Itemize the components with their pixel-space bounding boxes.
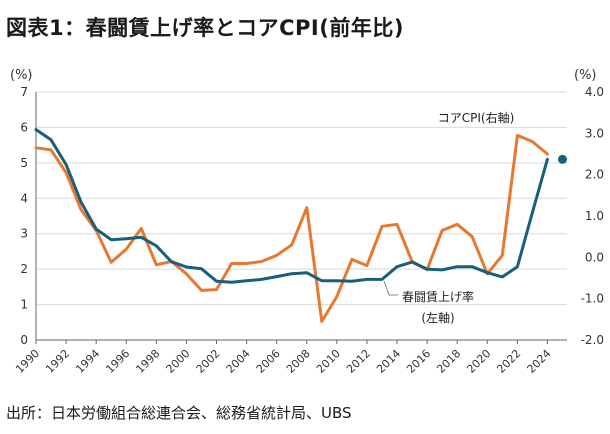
right-tick-label: -2.0 — [581, 333, 604, 347]
series-annotations: コアCPI(右軸) 春闘賃上げ率 (左軸) — [383, 110, 515, 325]
x-tick-label: 2020 — [464, 347, 493, 376]
series-lines — [34, 128, 567, 323]
left-axis-unit: (%) — [10, 68, 33, 83]
wage-label-leader — [383, 280, 398, 296]
x-tick-label: 1996 — [103, 347, 132, 376]
x-tick-label: 2010 — [314, 347, 343, 376]
x-tick-label: 2002 — [194, 347, 223, 376]
left-axis-ticks: 0 1 2 3 4 5 6 7 — [20, 85, 28, 347]
x-tick-label: 1990 — [13, 347, 42, 376]
right-axis-ticks: -2.0 -1.0 0.0 1.0 2.0 3.0 4.0 — [581, 85, 604, 347]
wage-increase-line — [34, 128, 549, 284]
x-tick-label: 1998 — [133, 347, 162, 376]
x-tick-label: 1992 — [43, 347, 72, 376]
dual-axis-line-chart: (%) (%) 0 1 2 3 4 5 6 7 -2.0 -1.0 0.0 1.0 2.0 3.0 4.0… — [10, 68, 604, 376]
left-tick-label: 4 — [20, 191, 28, 205]
right-axis-unit: (%) — [574, 68, 597, 83]
right-tick-label: 4.0 — [585, 85, 604, 99]
x-axis-ticks: 1990 1992 1994 1996 1998 2000 2002 2004 2006 2008… — [13, 347, 553, 376]
left-tick-label: 3 — [20, 227, 28, 241]
axes — [35, 92, 567, 344]
x-tick-label: 2004 — [224, 347, 253, 376]
x-tick-label: 2024 — [525, 347, 554, 376]
left-tick-label: 7 — [20, 85, 28, 99]
chart-title: 図表1：春闘賃上げ率とコアCPI(前年比) — [6, 16, 404, 40]
left-tick-label: 5 — [20, 156, 28, 170]
right-tick-label: 2.0 — [585, 168, 604, 182]
right-tick-label: 1.0 — [585, 209, 604, 223]
left-tick-label: 1 — [20, 298, 28, 312]
left-tick-label: 6 — [20, 120, 28, 134]
right-tick-label: 0.0 — [585, 250, 604, 264]
core-cpi-line — [34, 133, 549, 323]
x-tick-label: 2012 — [344, 347, 373, 376]
x-tick-label: 2000 — [164, 347, 193, 376]
x-tick-label: 2006 — [254, 347, 283, 376]
x-tick-label: 2022 — [494, 347, 523, 376]
x-tick-label: 2018 — [434, 347, 463, 376]
wage-increase-label: 春闘賃上げ率 — [402, 289, 474, 304]
wage-increase-axis-note: (左軸) — [421, 310, 454, 325]
right-tick-label: -1.0 — [581, 292, 604, 306]
x-tick-label: 2014 — [374, 347, 403, 376]
source-note: 出所：日本労働組合総連合会、総務省統計局、UBS — [6, 404, 352, 422]
grid-lines — [36, 91, 567, 306]
left-tick-label: 0 — [20, 333, 28, 347]
right-tick-label: 3.0 — [585, 126, 604, 140]
x-tick-label: 2016 — [404, 347, 433, 376]
left-tick-label: 2 — [20, 262, 28, 276]
core-cpi-label: コアCPI(右軸) — [438, 110, 515, 125]
x-tick-label: 2008 — [284, 347, 313, 376]
x-tick-label: 1994 — [73, 347, 102, 376]
wage-increase-endpoint-marker — [557, 154, 567, 164]
